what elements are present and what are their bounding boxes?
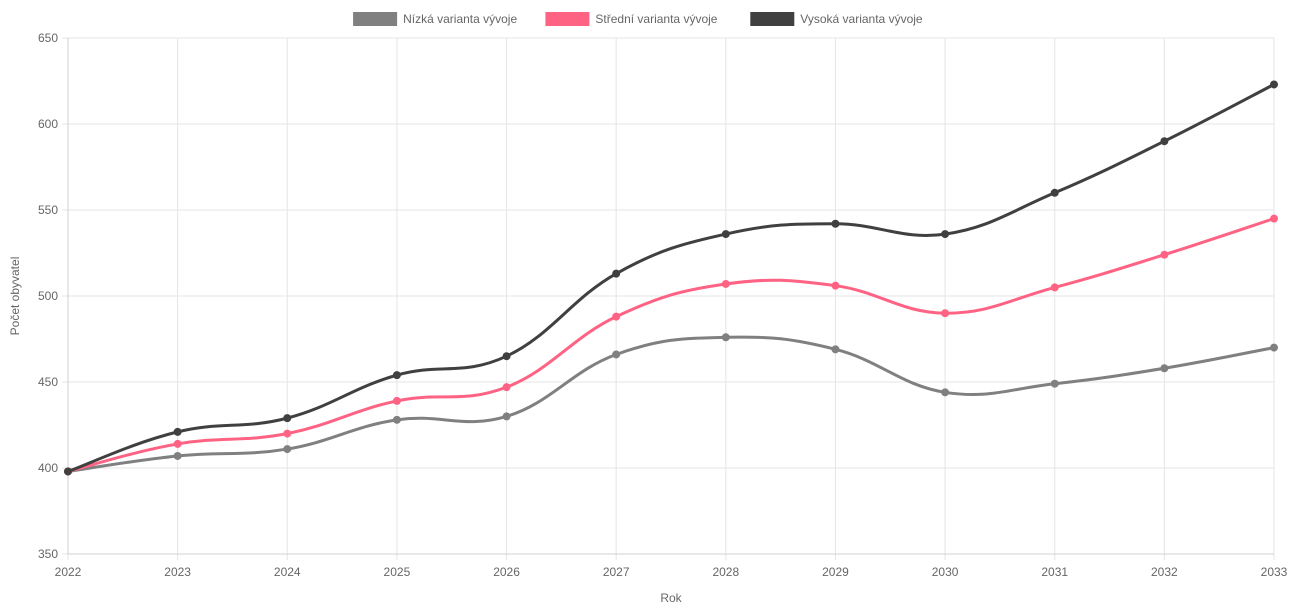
data-point	[502, 412, 511, 421]
x-tick-label: 2033	[1261, 565, 1288, 579]
data-point	[612, 312, 621, 321]
x-tick-label: 2023	[164, 565, 191, 579]
data-point	[831, 281, 840, 290]
data-point	[941, 309, 950, 318]
series-3	[64, 80, 1278, 476]
y-tick-label: 600	[38, 117, 58, 131]
x-axis-title: Rok	[660, 591, 682, 605]
data-point	[283, 414, 292, 423]
data-point	[1050, 283, 1059, 292]
x-tick-label: 2031	[1041, 565, 1068, 579]
y-tick-label: 650	[38, 31, 58, 45]
legend-item-3[interactable]: Vysoká varianta vývoje	[750, 12, 923, 26]
data-point	[502, 383, 511, 392]
x-tick-label: 2028	[712, 565, 739, 579]
data-point	[283, 445, 292, 454]
legend-item-1[interactable]: Nízká varianta vývoje	[353, 12, 517, 26]
data-point	[721, 333, 730, 342]
legend[interactable]: Nízká varianta vývoje Střední varianta vý…	[353, 12, 923, 26]
data-point	[283, 429, 292, 438]
series-line	[67, 217, 1275, 473]
data-point	[941, 388, 950, 397]
series-line	[67, 83, 1275, 473]
data-point	[1160, 250, 1169, 259]
x-tick-label: 2027	[603, 565, 630, 579]
series-line	[67, 335, 1275, 473]
data-point	[392, 415, 401, 424]
x-tick-label: 2025	[384, 565, 411, 579]
y-tick-label: 350	[38, 547, 58, 561]
y-tick-label: 550	[38, 203, 58, 217]
series-2	[64, 214, 1278, 476]
grid	[62, 37, 1275, 560]
series-lines	[64, 80, 1278, 476]
data-point	[1270, 343, 1278, 352]
data-point	[941, 230, 950, 239]
x-tick-label: 2026	[493, 565, 520, 579]
data-point	[64, 467, 72, 476]
data-point	[1160, 137, 1169, 146]
data-point	[1050, 379, 1059, 388]
data-point	[1270, 80, 1278, 89]
legend-label: Nízká varianta vývoje	[403, 12, 517, 26]
data-point	[721, 230, 730, 239]
x-tick-label: 2024	[274, 565, 301, 579]
legend-swatch	[750, 12, 795, 26]
data-point	[392, 396, 401, 405]
y-axis-title: Počet obyvatel	[8, 257, 22, 336]
x-tick-label: 2029	[822, 565, 849, 579]
data-point	[721, 279, 730, 288]
data-point	[831, 219, 840, 228]
axes: 350 400 450 500 550 600 650 2022 2023 2024 2025 202…	[38, 31, 1288, 579]
data-point	[831, 345, 840, 354]
data-point	[1050, 188, 1059, 197]
series-1	[64, 333, 1278, 476]
data-point	[502, 352, 511, 361]
y-tick-label: 500	[38, 289, 58, 303]
data-point	[612, 350, 621, 359]
legend-swatch	[545, 12, 590, 26]
y-tick-label: 450	[38, 375, 58, 389]
legend-swatch	[353, 12, 398, 26]
x-tick-label: 2032	[1151, 565, 1178, 579]
data-point	[1270, 214, 1278, 223]
data-point	[1160, 364, 1169, 373]
legend-item-2[interactable]: Střední varianta vývoje	[545, 12, 718, 26]
legend-label: Vysoká varianta vývoje	[800, 12, 923, 26]
data-point	[173, 439, 182, 448]
y-tick-label: 400	[38, 461, 58, 475]
data-point	[392, 371, 401, 380]
data-point	[173, 451, 182, 460]
x-tick-label: 2022	[55, 565, 82, 579]
legend-label: Střední varianta vývoje	[595, 12, 717, 26]
data-point	[173, 427, 182, 436]
data-point	[612, 269, 621, 278]
x-tick-label: 2030	[932, 565, 959, 579]
